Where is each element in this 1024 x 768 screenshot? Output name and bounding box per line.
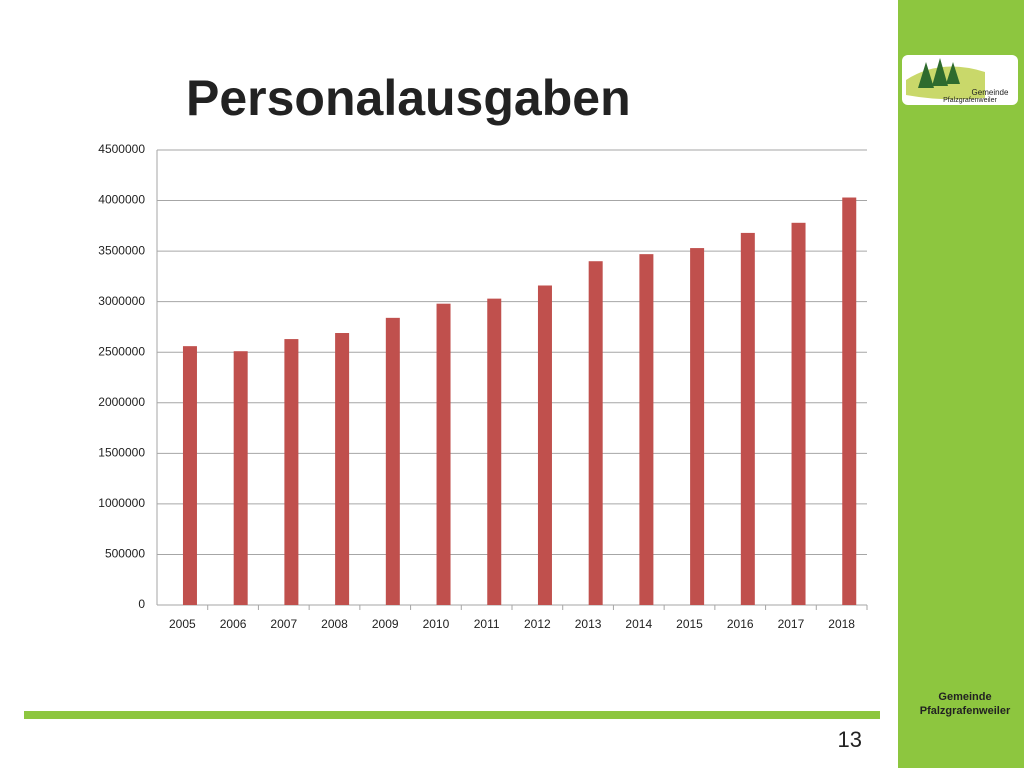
x-tick-label: 2010: [423, 617, 450, 631]
x-tick-label: 2015: [676, 617, 703, 631]
y-tick-label: 4000000: [98, 193, 145, 207]
footer-text: Pfalzgrafenweiler: [920, 705, 1011, 717]
plot: 0 500000 1000000 1500000 2000000 2500000 30000…: [98, 142, 868, 631]
sidebar: [898, 0, 1024, 768]
bar: [284, 339, 299, 605]
y-tick-label: 2000000: [98, 395, 145, 409]
x-tick-label: 2009: [372, 617, 399, 631]
bar: [740, 232, 755, 605]
logo-text: Gemeinde: [972, 88, 1009, 97]
bar: [588, 261, 603, 605]
y-tick-label: 2500000: [98, 344, 145, 358]
bar: [639, 254, 654, 605]
bar: [487, 298, 502, 605]
bar: [791, 222, 806, 606]
y-tick-label: 3000000: [98, 294, 145, 308]
bar: [335, 333, 350, 605]
bar: [233, 351, 248, 605]
bar: [385, 317, 400, 605]
bar: [690, 248, 705, 606]
y-tick-label: 500000: [105, 547, 145, 561]
y-tick-label: 1500000: [98, 446, 145, 460]
footer-text: Gemeinde: [938, 691, 991, 703]
logo-trees: [918, 58, 960, 88]
x-tick-label: 2011: [474, 617, 500, 631]
y-tick-label: 0: [138, 597, 145, 611]
x-tick-label: 2006: [220, 617, 247, 631]
y-tick-label: 4500000: [98, 142, 145, 156]
page-number: 13: [838, 727, 862, 752]
logo: Gemeinde Pfalzgrafenweiler: [902, 55, 1018, 105]
logo-text: Pfalzgrafenweiler: [943, 97, 997, 104]
x-tick-label: 2005: [169, 617, 196, 631]
slide-title: Personalausgaben: [186, 70, 631, 126]
x-tick-label: 2016: [727, 617, 754, 631]
bar: [537, 285, 552, 605]
x-tick-label: 2013: [575, 617, 602, 631]
bar: [182, 346, 197, 605]
y-tick-label: 3500000: [98, 243, 145, 257]
y-tick-label: 1000000: [98, 496, 145, 510]
x-tick-label: 2014: [625, 617, 652, 631]
bar: [842, 197, 857, 605]
bar: [436, 303, 451, 605]
x-tick-label: 2018: [828, 617, 855, 631]
x-tick-label: 2017: [778, 617, 805, 631]
x-tick-label: 2012: [524, 617, 551, 631]
x-tick-label: 2008: [321, 617, 348, 631]
x-tick-label: 2007: [270, 617, 297, 631]
footer-bar: [24, 711, 880, 719]
